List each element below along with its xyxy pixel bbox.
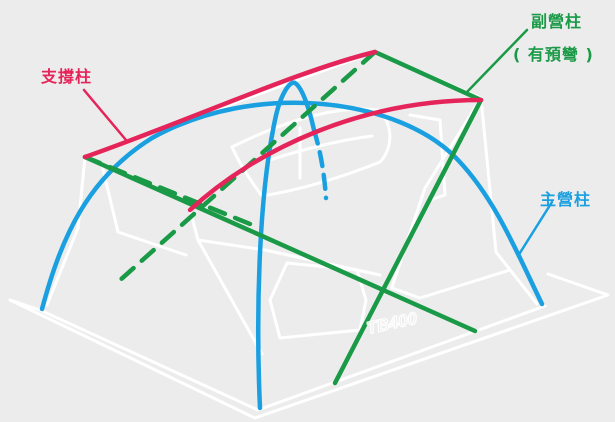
sub-pole-group xyxy=(82,49,484,386)
support-pole-label: 支撐柱 xyxy=(41,67,93,86)
support-pole-rear xyxy=(187,97,484,213)
support-pole-front xyxy=(82,49,378,160)
sub-pole-rear-diagonal xyxy=(332,97,484,386)
sub-pole-ridge xyxy=(372,49,484,103)
main-pole-long-arch xyxy=(39,100,545,312)
main-pole-group xyxy=(39,80,545,411)
sub-pole-label: 副營柱 xyxy=(531,12,583,31)
main-pole-leader xyxy=(516,200,554,258)
main-pole-label: 主營柱 xyxy=(540,190,592,209)
sub-pole-leader xyxy=(465,28,529,94)
sub-pole-front-diagonal xyxy=(82,154,478,334)
support-pole-leader xyxy=(82,88,128,142)
support-pole-group xyxy=(82,49,484,213)
sub-pole-label-note: ( 有預彎 ) xyxy=(513,45,594,64)
leader-lines xyxy=(82,28,554,258)
main-pole-cross-arch xyxy=(255,80,317,411)
sub-pole-hidden-connector xyxy=(82,154,263,231)
main-pole-cross-arch-hidden xyxy=(311,127,329,201)
